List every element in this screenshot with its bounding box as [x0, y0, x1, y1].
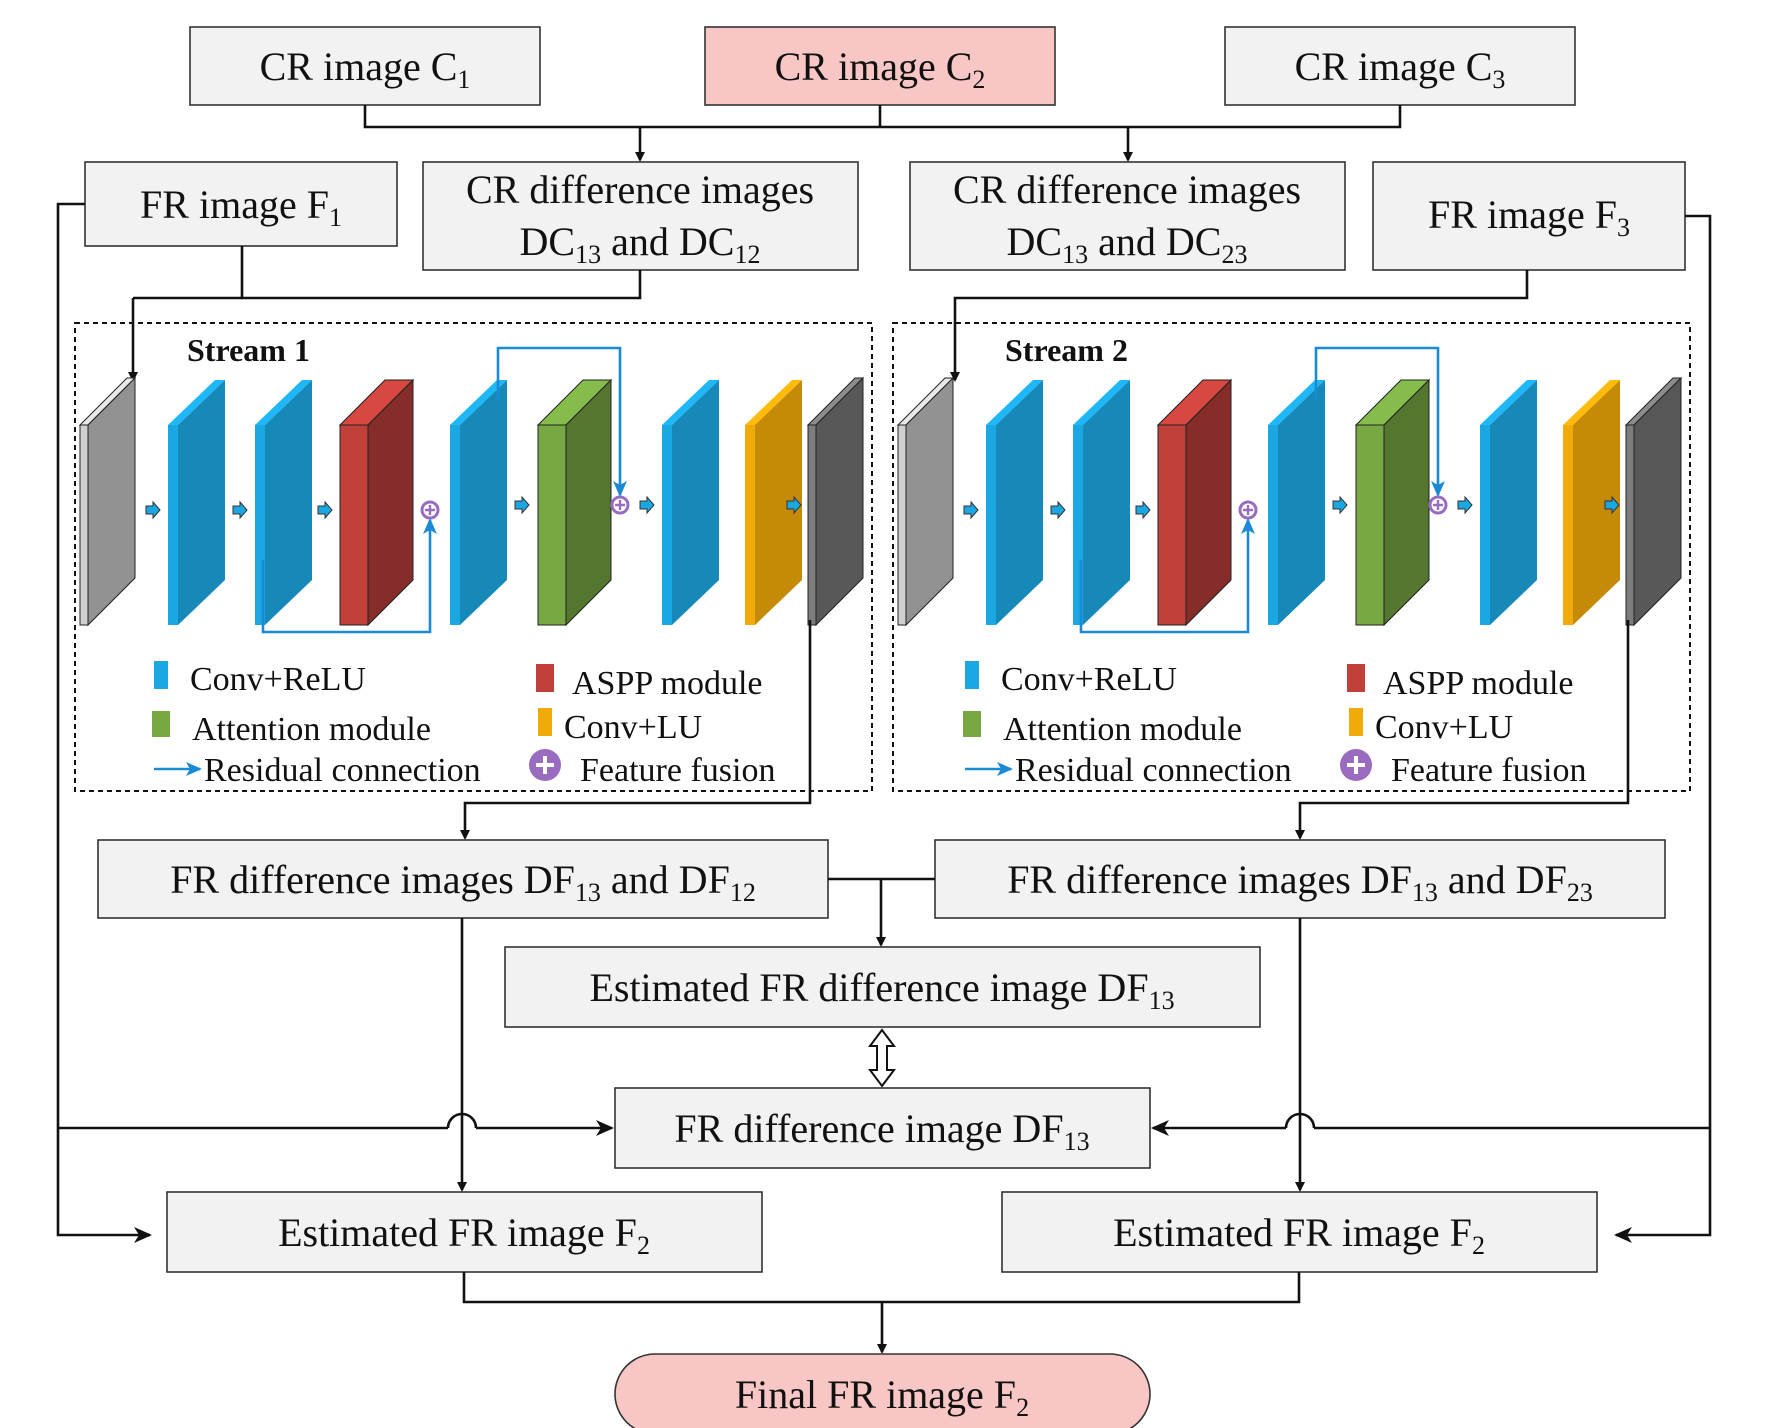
attention-layer [536, 378, 613, 627]
stream1-title: Stream 1 [187, 332, 310, 368]
stream1-legend: Conv+ReLU ASPP module Attention module C… [152, 661, 775, 789]
cr-difference-box-2: CR difference images DC13 and DC23 [909, 161, 1346, 271]
flow-arrow [1135, 500, 1151, 520]
stream1-layers [78, 346, 865, 634]
fr-image-3-box: FR image F3 [1372, 161, 1686, 271]
svg-text:FR image F3: FR image F3 [1428, 192, 1630, 242]
stream2-legend: Conv+ReLU ASPP module Attention module C… [963, 661, 1586, 789]
flow-arrow [786, 495, 802, 515]
feature-fusion-node [1428, 495, 1448, 515]
svg-text:DC13 and DC12: DC13 and DC12 [520, 219, 761, 269]
stream2-title: Stream 2 [1005, 332, 1128, 368]
svg-text:Estimated FR difference image: Estimated FR difference image DF13 [589, 965, 1174, 1015]
flow-arrow [1050, 500, 1066, 520]
output-layer [806, 376, 865, 627]
final-fr-image-box: Final FR image F2 [614, 1353, 1151, 1428]
legend-aspp-label: ASPP module [572, 665, 763, 702]
flow-arrow [639, 495, 655, 515]
svg-text:Residual connection: Residual connection [1015, 752, 1292, 789]
conv-relu-layer [1073, 380, 1130, 625]
conv-lu-layer [745, 380, 802, 625]
flow-arrow [1332, 495, 1348, 515]
stream2-layers [896, 346, 1683, 634]
fr3-bus-to-est2 [1614, 214, 1712, 1243]
fr-difference-box-2: FR difference images DF13 and DF23 [934, 839, 1666, 919]
cr-image-2-box: CR image C2 [704, 26, 1056, 106]
stream1-output-arrow [460, 620, 812, 840]
svg-text:FR difference images DF13 and: FR difference images DF13 and DF23 [1007, 857, 1593, 907]
svg-text:CR image C1: CR image C1 [260, 44, 471, 94]
aspp-layer [1156, 378, 1233, 627]
flow-arrow [232, 500, 248, 520]
svg-text:FR difference images DF13 and: FR difference images DF13 and DF12 [170, 857, 756, 907]
cr-merge-line [363, 105, 1402, 129]
residual-connection [261, 518, 437, 634]
conv-relu-layer [255, 380, 312, 625]
conv-relu-layer [662, 380, 719, 625]
conv-relu-layer [1480, 380, 1537, 625]
svg-text:Conv+ReLU: Conv+ReLU [1001, 661, 1177, 698]
attention-layer [1354, 378, 1431, 627]
legend-residual-label: Residual connection [204, 752, 481, 789]
residual-connection [1314, 346, 1445, 497]
flow-arrow [1457, 495, 1473, 515]
cr-image-3-box: CR image C3 [1224, 26, 1576, 106]
svg-text:Feature fusion: Feature fusion [1391, 752, 1586, 789]
flow-arrow [317, 500, 333, 520]
estimate-merge-line [462, 1272, 1301, 1304]
svg-text:DC13 and DC23: DC13 and DC23 [1007, 219, 1248, 269]
estimated-fr-difference-box: Estimated FR difference image DF13 [504, 946, 1261, 1028]
conv-relu-layer [1268, 380, 1325, 625]
fr-difference-box-1: FR difference images DF13 and DF12 [97, 839, 829, 919]
feature-fusion-node [420, 500, 440, 520]
svg-text:Estimated FR image F2: Estimated FR image F2 [1113, 1210, 1485, 1260]
svg-text:Attention module: Attention module [1003, 711, 1242, 748]
svg-text:ASPP module: ASPP module [1383, 665, 1574, 702]
legend-attention-label: Attention module [192, 711, 431, 748]
estimated-fr-image-box-2: Estimated FR image F2 [1001, 1191, 1598, 1273]
estimated-fr-image-box-1: Estimated FR image F2 [166, 1191, 763, 1273]
conv-lu-layer [1563, 380, 1620, 625]
feature-fusion-node [610, 495, 630, 515]
conv-relu-layer [168, 380, 225, 625]
svg-text:FR difference image DF13: FR difference image DF13 [674, 1106, 1089, 1156]
legend-conv-relu-label: Conv+ReLU [190, 661, 366, 698]
aspp-layer [338, 378, 415, 627]
equivalence-double-arrow [868, 1028, 896, 1088]
svg-text:CR image C3: CR image C3 [1295, 44, 1506, 94]
legend-conv-lu-label: Conv+LU [564, 709, 702, 746]
stream2-frame [892, 322, 1691, 792]
cr-image-1-box: CR image C1 [189, 26, 541, 106]
feature-fusion-node [1238, 500, 1258, 520]
flow-arrow [514, 495, 530, 515]
cr-difference-box-1: CR difference images DC13 and DC12 [422, 161, 859, 271]
fr-difference-box: FR difference image DF13 [614, 1087, 1151, 1169]
flow-arrow [963, 500, 979, 520]
output-layer [1624, 376, 1683, 627]
stream1-frame [74, 322, 873, 792]
svg-text:FR image F1: FR image F1 [140, 182, 342, 232]
input-layer [896, 376, 955, 627]
conv-relu-layer [986, 380, 1043, 625]
flow-arrow [1604, 495, 1620, 515]
stream1-input-merge [240, 246, 642, 300]
stream2-output-arrow [1295, 620, 1630, 840]
svg-text:CR image C2: CR image C2 [775, 44, 986, 94]
conv-relu-layer [450, 380, 507, 625]
svg-text:CR difference images: CR difference images [466, 167, 814, 212]
svg-text:CR difference images: CR difference images [953, 167, 1301, 212]
residual-connection [1079, 518, 1255, 634]
legend-fusion-label: Feature fusion [580, 752, 775, 789]
fr-image-1-box: FR image F1 [84, 161, 398, 247]
fr1-bus-to-est1 [56, 202, 152, 1243]
svg-text:Conv+LU: Conv+LU [1375, 709, 1513, 746]
flow-arrow [145, 500, 161, 520]
svg-text:Final FR image F2: Final FR image F2 [735, 1372, 1029, 1422]
residual-connection [496, 346, 627, 497]
arrow-into-stream2 [950, 270, 1529, 382]
svg-text:Estimated FR image F2: Estimated FR image F2 [278, 1210, 650, 1260]
input-layer [78, 376, 137, 627]
